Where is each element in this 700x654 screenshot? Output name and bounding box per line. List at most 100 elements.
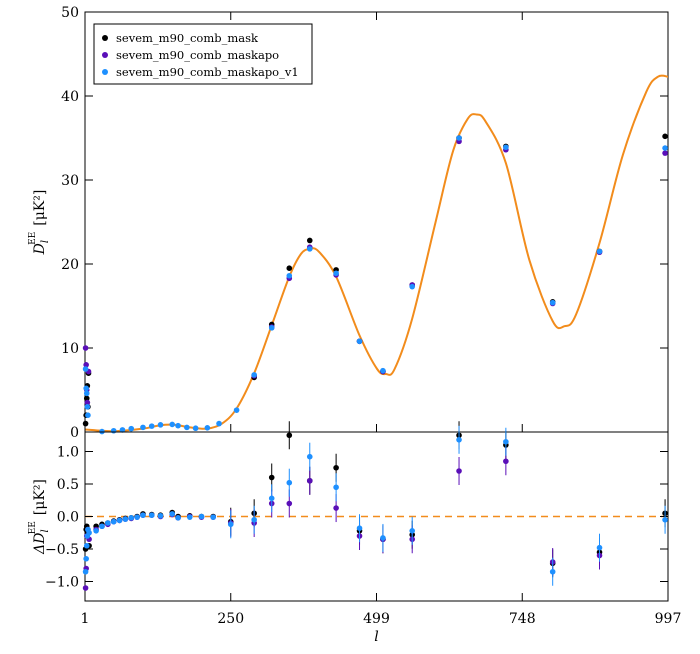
top-point-mask [83, 395, 90, 402]
bottom-point-maskapo_v1 [175, 515, 181, 521]
top-point-maskapo_v1 [596, 248, 603, 255]
bottom-y-tick-label: −0.5 [45, 542, 79, 558]
top-point-maskapo_v1 [84, 404, 91, 410]
top-point-maskapo_v1 [204, 425, 211, 431]
bottom-point-maskapo_v1 [286, 479, 293, 486]
bottom-point-maskapo_v1 [93, 528, 99, 534]
top-point-maskapo_v1 [82, 366, 89, 372]
top-point-maskapo_v1 [119, 427, 126, 433]
bottom-point-maskapo_v1 [662, 516, 668, 523]
top-point-maskapo_v1 [85, 412, 91, 419]
bottom-point-maskapo_v1 [82, 568, 89, 575]
x-tick-label: 748 [509, 611, 536, 627]
legend-box [93, 23, 313, 85]
bottom-point-maskapo_v1 [549, 568, 556, 575]
top-point-maskapo_v1 [286, 272, 293, 279]
bottom-point-maskapo_v1 [251, 516, 257, 523]
bottom-point-maskapo [503, 458, 509, 465]
bottom-point-mask [333, 464, 339, 471]
bottom-point-maskapo_v1 [83, 542, 90, 549]
top-y-tick-label: 20 [61, 257, 79, 273]
top-point-maskapo_v1 [169, 421, 176, 428]
legend-marker-maskapo [102, 52, 108, 58]
top-point-maskapo_v1 [306, 246, 313, 252]
top-point-maskapo_v1 [110, 427, 117, 434]
top-point-maskapo_v1 [157, 422, 164, 428]
top-point-maskapo_v1 [333, 270, 339, 277]
top-point-maskapo_v1 [233, 407, 240, 413]
x-axis-ticks: 1 250 499 748 997 [81, 12, 682, 627]
top-data-points [82, 133, 668, 435]
x-tick-label: 250 [217, 611, 244, 627]
top-y-tick-label: 0 [70, 425, 79, 441]
bottom-point-maskapo_v1 [83, 555, 89, 562]
bottom-point-maskapo_v1 [198, 513, 205, 520]
legend-label-maskapo_v1: sevem_m90_comb_maskapo_v1 [116, 65, 299, 79]
x-axis-label: l [374, 629, 378, 645]
top-point-maskapo_v1 [128, 425, 135, 432]
bottom-point-maskapo_v1 [86, 529, 92, 536]
bottom-point-mask [268, 474, 275, 481]
bottom-point-maskapo_v1 [128, 515, 135, 521]
bottom-point-maskapo_v1 [503, 438, 509, 445]
bottom-y-tick-label: 1.0 [57, 445, 79, 461]
theory-curve [84, 74, 669, 433]
legend-label-maskapo: sevem_m90_comb_maskapo [116, 48, 279, 62]
bottom-point-maskapo_v1 [140, 512, 146, 518]
top-point-maskapo [83, 362, 89, 368]
top-point-maskapo_v1 [83, 390, 90, 397]
bottom-point-maskapo [286, 500, 293, 507]
bottom-point-maskapo_v1 [169, 511, 176, 517]
bottom-point-maskapo_v1 [306, 453, 313, 460]
bottom-point-maskapo_v1 [110, 518, 117, 525]
legend-marker-maskapo_v1 [102, 69, 108, 75]
top-point-mask [306, 237, 313, 244]
bottom-point-maskapo_v1 [148, 512, 155, 518]
x-tick-label: 1 [81, 611, 90, 627]
top-point-maskapo [662, 150, 668, 156]
bottom-panel: −1.0 −0.5 0.0 0.5 1.0 ΔDlEE[μK²] [28, 421, 669, 602]
top-point-maskapo_v1 [175, 422, 181, 429]
legend: sevem_m90_comb_mask sevem_m90_comb_maskap… [93, 23, 313, 85]
top-y-tick-label: 50 [61, 5, 79, 21]
bottom-point-maskapo_v1 [186, 514, 193, 520]
top-y-tick-label: 40 [61, 89, 79, 105]
top-y-tick-label: 10 [61, 341, 79, 357]
bottom-point-maskapo_v1 [134, 514, 140, 520]
bottom-y-tick-label: −1.0 [45, 575, 79, 591]
bottom-point-maskapo_v1 [380, 535, 386, 541]
top-point-mask [286, 265, 293, 272]
x-tick-label: 997 [655, 611, 682, 627]
bottom-point-maskapo_v1 [268, 495, 275, 502]
top-point-maskapo_v1 [409, 283, 416, 290]
y-axis-label-text: DlEE[μK²] [28, 190, 51, 256]
bottom-point-maskapo_v1 [116, 517, 123, 524]
top-point-maskapo_v1 [192, 425, 199, 432]
bottom-point-maskapo_v1 [227, 521, 234, 528]
bottom-data-points [82, 421, 668, 591]
top-y-axis-label: DlEE[μK²] [28, 190, 51, 256]
bottom-point-maskapo [306, 477, 313, 484]
top-point-maskapo_v1 [251, 372, 257, 378]
bottom-point-maskapo_v1 [157, 513, 164, 519]
top-point-mask [82, 420, 89, 427]
x-tick-label: 499 [363, 611, 390, 627]
bottom-point-maskapo_v1 [596, 544, 603, 551]
top-point-maskapo_v1 [83, 385, 89, 392]
bottom-point-maskapo_v1 [456, 437, 462, 443]
bottom-y-axis-label: ΔDlEE[μK²] [28, 479, 51, 555]
top-point-maskapo_v1 [184, 424, 190, 431]
top-point-maskapo_v1 [549, 299, 556, 306]
top-panel: 0 10 20 30 40 50 DlEE[μK²] [28, 5, 669, 441]
bottom-point-maskapo [456, 468, 462, 474]
bottom-point-maskapo_v1 [333, 484, 339, 491]
top-y-tick-label: 30 [61, 173, 79, 189]
legend-marker-mask [102, 35, 108, 41]
top-point-maskapo_v1 [456, 135, 462, 141]
top-point-maskapo_v1 [503, 144, 509, 151]
top-point-maskapo_v1 [662, 145, 668, 151]
top-point-maskapo_v1 [356, 338, 363, 345]
bottom-point-maskapo_v1 [210, 514, 216, 520]
top-point-maskapo_v1 [268, 325, 275, 331]
